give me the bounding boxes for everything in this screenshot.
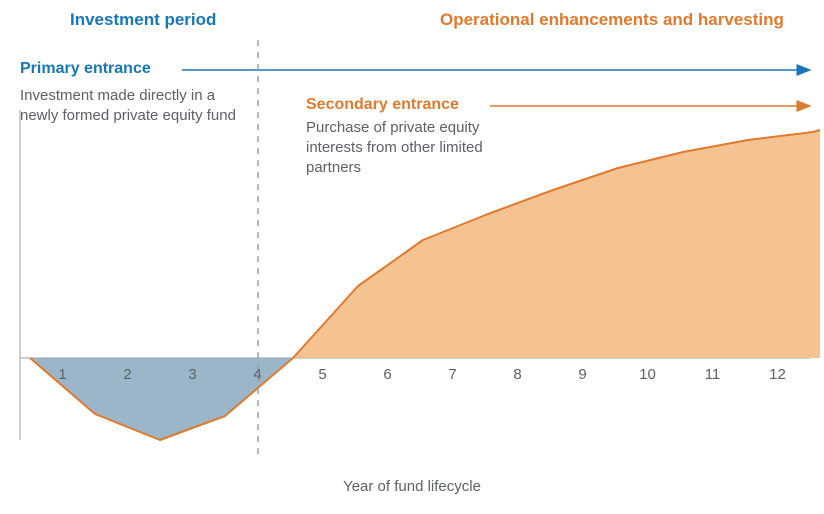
x-tick: 12 <box>758 366 798 383</box>
x-tick: 9 <box>563 366 603 383</box>
x-tick: 4 <box>238 366 278 383</box>
x-tick: 3 <box>173 366 213 383</box>
x-tick: 10 <box>628 366 668 383</box>
x-tick: 8 <box>498 366 538 383</box>
chart-svg <box>0 0 824 514</box>
x-tick: 11 <box>693 366 733 383</box>
x-axis-label: Year of fund lifecycle <box>0 478 824 495</box>
fund-lifecycle-chart: Investment period Operational enhancemen… <box>0 0 824 514</box>
x-tick: 1 <box>43 366 83 383</box>
x-tick: 6 <box>368 366 408 383</box>
x-tick: 7 <box>433 366 473 383</box>
x-tick: 5 <box>303 366 343 383</box>
x-tick: 2 <box>108 366 148 383</box>
